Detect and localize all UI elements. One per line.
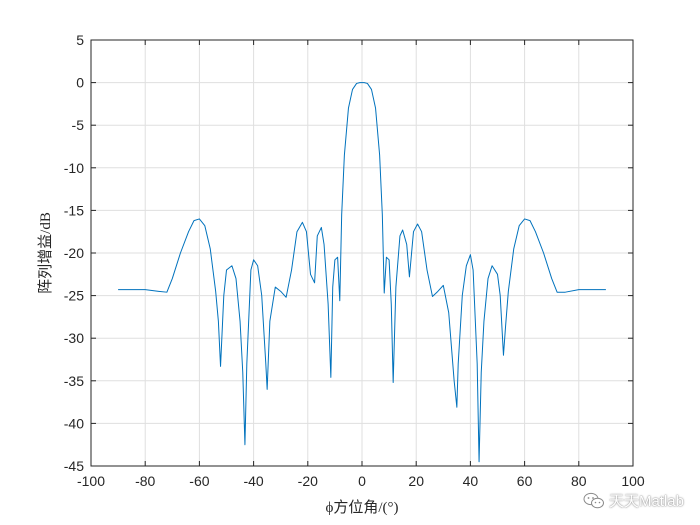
y-tick-labels: 5 0 -5 -10 -15 -20 -25 -30 -35 -40 -45 xyxy=(64,32,84,474)
gain-curve xyxy=(118,82,606,463)
x-axis-label: ϕ方位角/(°) xyxy=(325,499,398,516)
x-tick-label: 40 xyxy=(463,473,479,489)
y-axis-label: 阵列增益/dB xyxy=(37,212,54,294)
y-tick-label: -45 xyxy=(64,458,84,474)
y-tick-label: 5 xyxy=(76,32,84,48)
x-tick-label: -20 xyxy=(298,473,318,489)
y-tick-label: -20 xyxy=(64,245,84,261)
x-tick-labels: -100 -80 -60 -40 -20 0 20 40 60 80 100 xyxy=(77,473,645,489)
watermark-text: 天天Matlab xyxy=(608,493,684,510)
x-tick-label: -80 xyxy=(135,473,155,489)
y-tick-label: -30 xyxy=(64,330,84,346)
wechat-icon xyxy=(583,492,605,510)
y-tick-label: -40 xyxy=(64,415,84,431)
x-tick-label: 60 xyxy=(517,473,533,489)
y-tick-label: -10 xyxy=(64,160,84,176)
y-tick-marks xyxy=(91,39,633,467)
x-tick-label: -60 xyxy=(189,473,209,489)
x-tick-label: 20 xyxy=(408,473,424,489)
y-tick-label: 0 xyxy=(76,75,84,91)
y-tick-label: -25 xyxy=(64,288,84,304)
x-tick-marks xyxy=(90,40,634,466)
x-tick-label: 100 xyxy=(621,473,645,489)
x-tick-label: 80 xyxy=(571,473,587,489)
x-tick-label: 0 xyxy=(358,473,366,489)
x-tick-label: -100 xyxy=(77,473,105,489)
y-tick-label: -5 xyxy=(72,117,85,133)
watermark: 天天Matlab xyxy=(583,490,684,511)
y-tick-label: -15 xyxy=(64,202,84,218)
y-tick-label: -35 xyxy=(64,373,84,389)
x-tick-label: -40 xyxy=(243,473,263,489)
